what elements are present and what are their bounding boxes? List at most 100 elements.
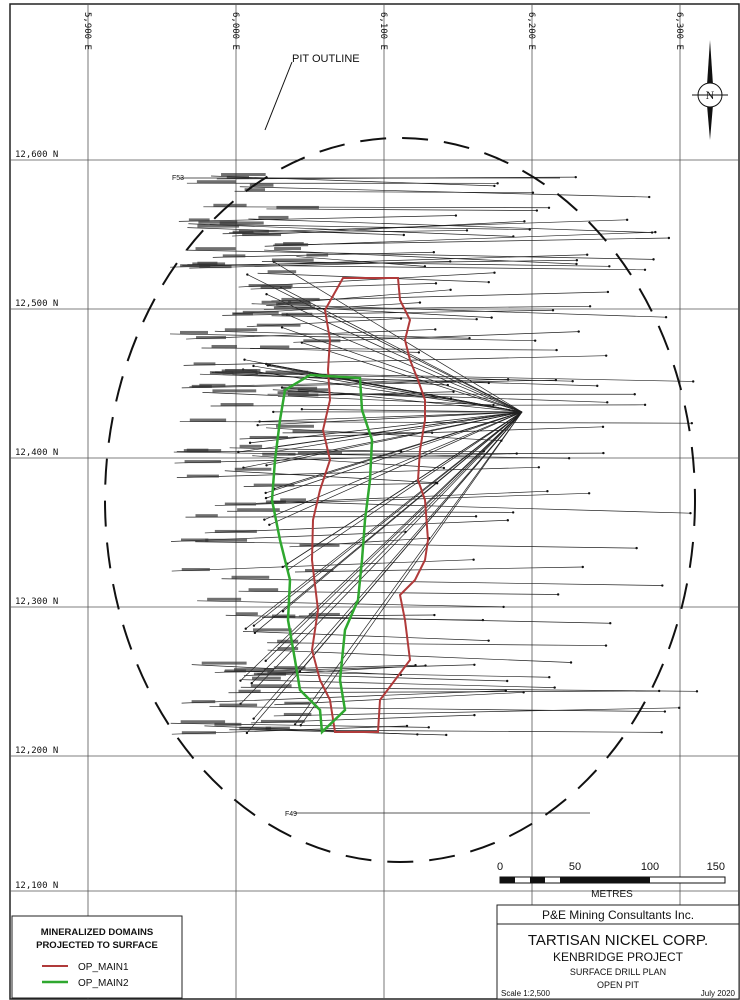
collar (589, 305, 591, 307)
northing-label: 12,400 N (15, 448, 58, 458)
hole-tag (199, 265, 231, 268)
hole-label: F53 (172, 175, 184, 182)
collar (552, 309, 554, 311)
hole-tag (199, 384, 225, 387)
northing-label: 12,300 N (15, 597, 58, 607)
collar (403, 234, 405, 236)
collar (246, 273, 248, 275)
hole-tag (182, 568, 210, 571)
collar (435, 282, 437, 284)
hole-tag (238, 690, 260, 693)
hole-tag (180, 331, 208, 334)
collar (475, 515, 477, 517)
collar (256, 424, 258, 426)
collar (668, 237, 670, 239)
legend-title: MINERALIZED DOMAINS (41, 927, 153, 938)
hole-tag (284, 702, 309, 705)
hole-tag (262, 453, 295, 456)
hole-tag (258, 216, 288, 219)
collar (644, 404, 646, 406)
hole-tag (197, 225, 239, 228)
collar (301, 408, 303, 410)
hole-tag (223, 254, 246, 257)
collar (654, 231, 656, 233)
hole-tag (299, 544, 339, 547)
collar (488, 281, 490, 283)
hole-tag (278, 647, 298, 650)
hole-tag (181, 538, 208, 541)
hole-tag (306, 254, 328, 257)
easting-label: 6,200 E (526, 12, 536, 50)
collar (428, 726, 430, 728)
collar (576, 259, 578, 261)
collar (515, 452, 517, 454)
hole-tag (184, 449, 221, 452)
hole-tag (212, 345, 237, 348)
collar (483, 450, 485, 452)
collar (492, 404, 494, 406)
collar (534, 339, 536, 341)
hole-tag (187, 475, 219, 478)
hole-tag (272, 258, 314, 261)
hole-tag (196, 336, 226, 339)
collar (472, 559, 474, 561)
drawing: SURFACE DRILL PLAN (570, 967, 666, 977)
hole-tag (276, 425, 314, 428)
collar (419, 301, 421, 303)
hole-tag (280, 498, 306, 501)
collar (696, 690, 698, 692)
collar (267, 364, 269, 366)
collar (652, 258, 654, 260)
scale: Scale 1:2,500 (501, 989, 550, 998)
collar (416, 733, 418, 735)
collar (634, 393, 636, 395)
collar (443, 467, 445, 469)
collar (447, 384, 449, 386)
collar (265, 497, 267, 499)
legend-item: OP_MAIN1 (78, 962, 129, 973)
hole-tag (274, 247, 301, 250)
northing-label: 12,500 N (15, 299, 58, 309)
collar (252, 717, 254, 719)
collar (243, 358, 245, 360)
client: TARTISAN NICKEL CORP. (528, 932, 708, 949)
hole-tag (212, 389, 256, 392)
collar (588, 492, 590, 494)
collar (602, 452, 604, 454)
hole-tag (250, 436, 288, 439)
hole-tag (267, 671, 299, 674)
hole-tag (252, 677, 281, 680)
collar (268, 524, 270, 526)
hole-tag (243, 311, 279, 314)
collar (404, 531, 406, 533)
collar (512, 511, 514, 513)
collar (466, 229, 468, 231)
hole-tag (219, 704, 257, 707)
legend-title: PROJECTED TO SURFACE (36, 940, 158, 951)
collar (265, 464, 267, 466)
collar (555, 349, 557, 351)
collar (607, 291, 609, 293)
collar (449, 289, 451, 291)
collar (608, 265, 610, 267)
hole-tag (225, 369, 260, 372)
collar (282, 610, 284, 612)
collar (468, 337, 470, 339)
collar (582, 566, 584, 568)
collar (434, 328, 436, 330)
hole-tag (253, 628, 292, 631)
hole-tag (261, 286, 292, 289)
consultant: P&E Mining Consultants Inc. (542, 908, 694, 922)
hole-tag (277, 640, 298, 643)
legend-item: OP_MAIN2 (78, 978, 129, 989)
collar (644, 269, 646, 271)
collar (609, 622, 611, 624)
collar (493, 272, 495, 274)
collar (651, 231, 653, 233)
collar (553, 686, 555, 688)
collar (548, 207, 550, 209)
collar (263, 518, 265, 520)
collar (606, 401, 608, 403)
collar (473, 664, 475, 666)
drill-plan: 5,900 E6,000 E6,100 E6,200 E6,300 E12,60… (0, 0, 740, 1000)
